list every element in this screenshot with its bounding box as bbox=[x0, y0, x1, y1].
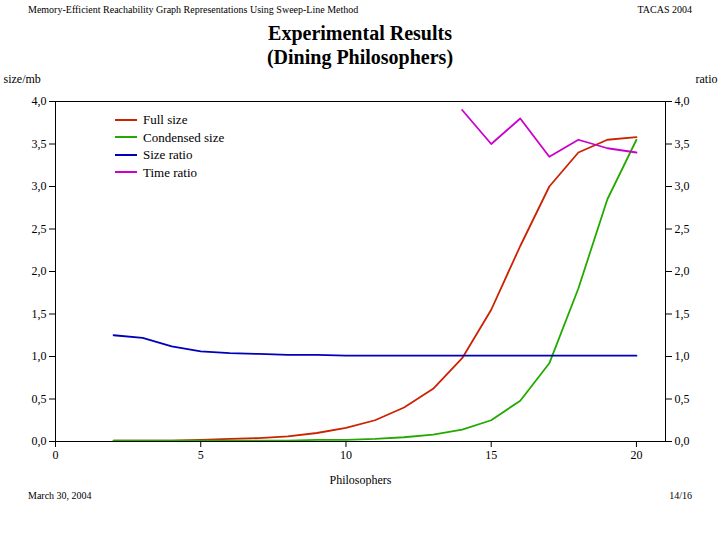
svg-text:0: 0 bbox=[53, 448, 59, 462]
html-text:March 30, 2004: March 30, 2004 bbox=[28, 490, 92, 501]
svg-text:1,5: 1,5 bbox=[675, 307, 690, 321]
svg-text:1,0: 1,0 bbox=[675, 349, 690, 363]
svg-text:0,5: 0,5 bbox=[32, 392, 47, 406]
html-text:Memory-Efficient Reachability: Memory-Efficient Reachability Graph Repr… bbox=[28, 4, 359, 15]
svg-text:4,0: 4,0 bbox=[32, 94, 47, 108]
svg-text:5: 5 bbox=[198, 448, 204, 462]
html-text:Condensed size: Condensed size bbox=[143, 129, 225, 145]
html-text:14/16: 14/16 bbox=[669, 490, 692, 501]
svg-text:20: 20 bbox=[630, 448, 642, 462]
svg-text:1,0: 1,0 bbox=[32, 349, 47, 363]
svg-text:4,0: 4,0 bbox=[675, 94, 690, 108]
svg-text:15: 15 bbox=[485, 448, 497, 462]
html-text:TACAS 2004: TACAS 2004 bbox=[637, 4, 692, 15]
svg-text:2,0: 2,0 bbox=[675, 264, 690, 278]
svg-text:Philosophers: Philosophers bbox=[329, 473, 391, 487]
svg-text:0,5: 0,5 bbox=[675, 392, 690, 406]
svg-text:2,0: 2,0 bbox=[32, 264, 47, 278]
svg-text:2,5: 2,5 bbox=[675, 222, 690, 236]
svg-text:0,0: 0,0 bbox=[675, 434, 690, 448]
svg-text:1,5: 1,5 bbox=[32, 307, 47, 321]
svg-text:ratio: ratio bbox=[696, 72, 718, 86]
svg-text:size/mb: size/mb bbox=[4, 72, 41, 86]
svg-text:10: 10 bbox=[340, 448, 352, 462]
svg-text:3,5: 3,5 bbox=[32, 137, 47, 151]
html-text:Experimental Results (Dining P: Experimental Results (Dining Philosopher… bbox=[266, 22, 454, 68]
svg-text:3,0: 3,0 bbox=[675, 179, 690, 193]
svg-text:2,5: 2,5 bbox=[32, 222, 47, 236]
svg-text:0,0: 0,0 bbox=[32, 434, 47, 448]
svg-text:3,5: 3,5 bbox=[675, 137, 690, 151]
html-text:Size ratio: Size ratio bbox=[143, 147, 193, 163]
html-text:Time ratio: Time ratio bbox=[143, 164, 198, 180]
svg-text:3,0: 3,0 bbox=[32, 179, 47, 193]
html-text:Full size: Full size bbox=[143, 112, 188, 127]
